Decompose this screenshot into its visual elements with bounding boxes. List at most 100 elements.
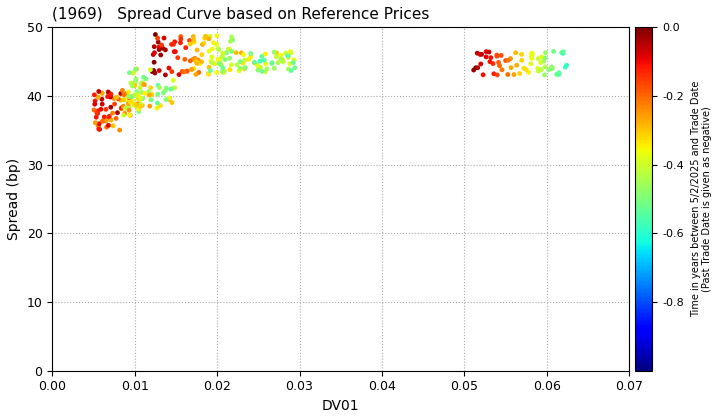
- Point: [525, 60, 536, 67]
- Point: [122, 92, 134, 99]
- Point: [518, 65, 530, 71]
- Point: [175, 36, 186, 42]
- Point: [127, 83, 138, 89]
- Point: [158, 89, 169, 96]
- Point: [137, 102, 148, 109]
- Point: [153, 46, 165, 53]
- Point: [533, 55, 544, 62]
- Point: [139, 90, 150, 97]
- Point: [164, 94, 176, 101]
- Point: [189, 55, 201, 62]
- Point: [557, 48, 569, 55]
- Point: [214, 58, 225, 65]
- Point: [148, 43, 160, 50]
- Point: [503, 57, 514, 64]
- Point: [186, 56, 198, 63]
- Point: [261, 66, 273, 72]
- Point: [149, 50, 161, 56]
- Point: [190, 71, 202, 78]
- Point: [285, 67, 297, 74]
- Point: [118, 105, 130, 111]
- Point: [213, 60, 225, 67]
- Point: [125, 99, 136, 105]
- Point: [179, 56, 191, 63]
- Point: [230, 49, 242, 56]
- Point: [224, 66, 235, 73]
- Point: [94, 126, 105, 133]
- Point: [468, 67, 480, 74]
- Point: [474, 51, 486, 58]
- Point: [539, 55, 551, 61]
- Point: [172, 54, 184, 61]
- Point: [115, 97, 127, 104]
- Point: [280, 50, 292, 56]
- Point: [125, 80, 137, 87]
- Point: [284, 48, 296, 55]
- Point: [145, 97, 157, 103]
- Point: [127, 97, 138, 104]
- Point: [510, 50, 521, 56]
- Point: [192, 57, 204, 63]
- Point: [96, 89, 107, 96]
- Point: [272, 59, 284, 66]
- Point: [129, 101, 140, 108]
- Point: [108, 95, 120, 102]
- Point: [266, 60, 278, 66]
- Point: [238, 66, 250, 72]
- Point: [190, 57, 202, 63]
- Point: [127, 93, 138, 100]
- Point: [102, 89, 114, 95]
- Point: [130, 66, 141, 73]
- Point: [148, 51, 159, 58]
- Point: [105, 117, 117, 123]
- Point: [165, 86, 176, 92]
- Point: [148, 67, 159, 74]
- Point: [89, 101, 101, 108]
- Point: [491, 53, 503, 60]
- Point: [289, 64, 300, 71]
- Point: [216, 54, 228, 60]
- Point: [124, 111, 135, 118]
- Point: [155, 52, 166, 58]
- Point: [103, 122, 114, 129]
- Point: [284, 60, 296, 67]
- Point: [145, 96, 156, 103]
- Point: [169, 84, 181, 91]
- Point: [115, 90, 127, 97]
- Point: [277, 58, 289, 65]
- Point: [556, 49, 567, 56]
- Point: [175, 33, 186, 40]
- Point: [477, 71, 489, 78]
- Point: [152, 100, 163, 106]
- Point: [475, 60, 487, 67]
- Point: [166, 99, 178, 106]
- Point: [105, 91, 117, 98]
- Point: [470, 64, 482, 71]
- Y-axis label: Spread (bp): Spread (bp): [7, 158, 21, 240]
- Point: [93, 94, 104, 100]
- Point: [199, 35, 210, 42]
- Point: [521, 66, 532, 73]
- Point: [153, 67, 165, 74]
- Point: [282, 66, 294, 72]
- Point: [98, 118, 109, 124]
- Point: [174, 71, 185, 78]
- Point: [158, 35, 170, 42]
- Point: [156, 42, 167, 48]
- Point: [93, 88, 104, 95]
- Point: [179, 68, 190, 75]
- Point: [100, 118, 112, 124]
- Point: [170, 48, 181, 55]
- Point: [526, 51, 537, 58]
- Point: [131, 66, 143, 72]
- Point: [277, 57, 289, 63]
- Point: [134, 96, 145, 102]
- Point: [217, 69, 229, 76]
- Point: [176, 68, 188, 75]
- Point: [112, 109, 123, 116]
- Point: [526, 55, 537, 62]
- Point: [240, 64, 251, 71]
- Point: [476, 51, 487, 58]
- Point: [153, 44, 165, 50]
- Point: [163, 96, 175, 102]
